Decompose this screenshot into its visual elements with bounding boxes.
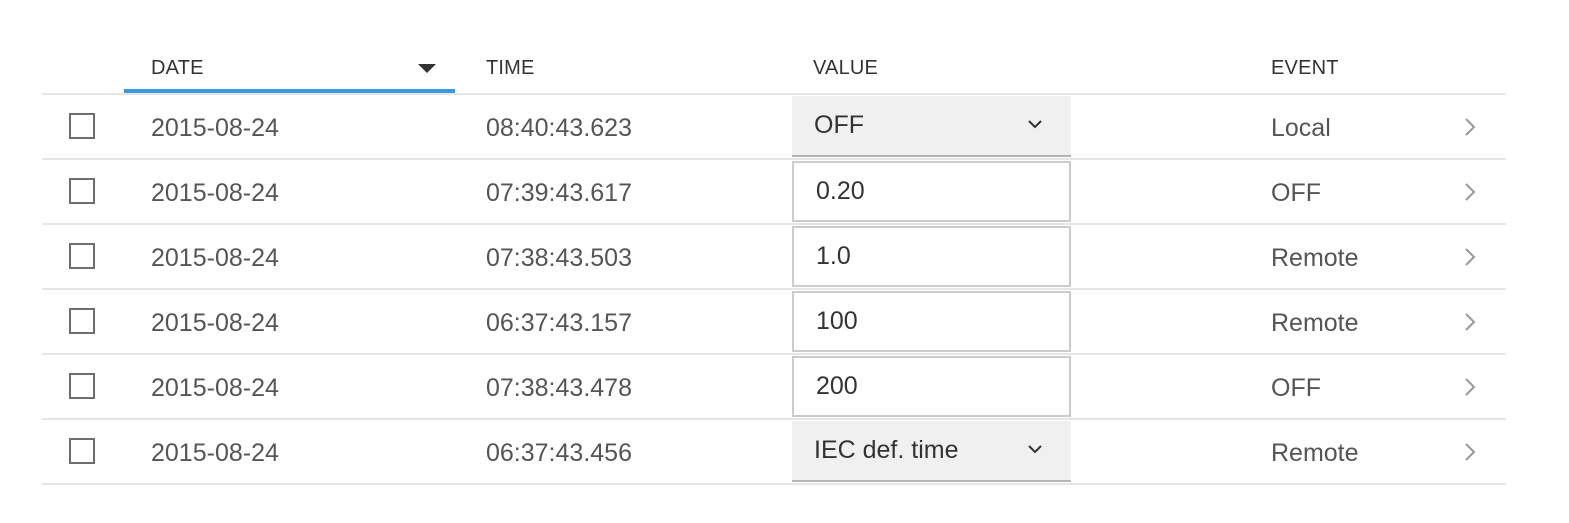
cell-event: Remote <box>1271 309 1359 337</box>
value-input[interactable]: 1.0 <box>792 226 1071 287</box>
table-row[interactable]: 2015-08-24 07:38:43.503 1.0 Remote <box>42 225 1506 290</box>
cell-date: 2015-08-24 <box>151 244 279 272</box>
value-input-text: 0.20 <box>816 177 865 205</box>
table-row[interactable]: 2015-08-24 07:39:43.617 0.20 OFF <box>42 160 1506 225</box>
value-select[interactable]: OFF <box>792 96 1071 157</box>
cell-date: 2015-08-24 <box>151 114 279 142</box>
cell-date: 2015-08-24 <box>151 179 279 207</box>
row-checkbox[interactable] <box>69 308 95 334</box>
chevron-down-icon <box>1028 445 1042 454</box>
value-select[interactable]: IEC def. time <box>792 421 1071 482</box>
value-input-text: 200 <box>816 372 858 400</box>
table-row[interactable]: 2015-08-24 08:40:43.623 OFF Local <box>42 95 1506 160</box>
cell-event: Remote <box>1271 244 1359 272</box>
cell-time: 07:39:43.617 <box>486 179 632 207</box>
value-select-text: IEC def. time <box>814 436 959 464</box>
row-checkbox[interactable] <box>69 243 95 269</box>
column-header-time[interactable]: TIME <box>486 57 535 79</box>
column-header-date[interactable]: DATE <box>151 57 204 79</box>
value-input[interactable]: 0.20 <box>792 161 1071 222</box>
column-header-event[interactable]: EVENT <box>1271 57 1339 79</box>
cell-date: 2015-08-24 <box>151 309 279 337</box>
value-input-text: 1.0 <box>816 242 851 270</box>
cell-event: Remote <box>1271 439 1359 467</box>
row-checkbox[interactable] <box>69 178 95 204</box>
table-header: DATE TIME VALUE EVENT <box>42 40 1506 95</box>
row-checkbox[interactable] <box>69 373 95 399</box>
chevron-right-icon[interactable] <box>1463 245 1477 269</box>
cell-time: 06:37:43.157 <box>486 309 632 337</box>
cell-event: OFF <box>1271 179 1321 207</box>
chevron-right-icon[interactable] <box>1463 115 1477 139</box>
cell-date: 2015-08-24 <box>151 374 279 402</box>
sort-caret-down-icon[interactable] <box>418 64 436 73</box>
chevron-right-icon[interactable] <box>1463 375 1477 399</box>
value-input-text: 100 <box>816 307 858 335</box>
cell-time: 07:38:43.503 <box>486 244 632 272</box>
chevron-down-icon <box>1028 120 1042 129</box>
event-table: DATE TIME VALUE EVENT 2015-08-24 08:40:4… <box>42 40 1506 485</box>
row-checkbox[interactable] <box>69 438 95 464</box>
sort-indicator <box>124 89 455 93</box>
cell-time: 07:38:43.478 <box>486 374 632 402</box>
value-input[interactable]: 100 <box>792 291 1071 352</box>
chevron-right-icon[interactable] <box>1463 310 1477 334</box>
chevron-right-icon[interactable] <box>1463 440 1477 464</box>
value-select-text: OFF <box>814 111 864 139</box>
table-row[interactable]: 2015-08-24 06:37:43.157 100 Remote <box>42 290 1506 355</box>
table-row[interactable]: 2015-08-24 06:37:43.456 IEC def. time Re… <box>42 420 1506 485</box>
cell-event: Local <box>1271 114 1331 142</box>
cell-date: 2015-08-24 <box>151 439 279 467</box>
cell-time: 08:40:43.623 <box>486 114 632 142</box>
cell-time: 06:37:43.456 <box>486 439 632 467</box>
column-header-value[interactable]: VALUE <box>813 57 879 79</box>
value-input[interactable]: 200 <box>792 356 1071 417</box>
row-checkbox[interactable] <box>69 113 95 139</box>
chevron-right-icon[interactable] <box>1463 180 1477 204</box>
cell-event: OFF <box>1271 374 1321 402</box>
table-row[interactable]: 2015-08-24 07:38:43.478 200 OFF <box>42 355 1506 420</box>
